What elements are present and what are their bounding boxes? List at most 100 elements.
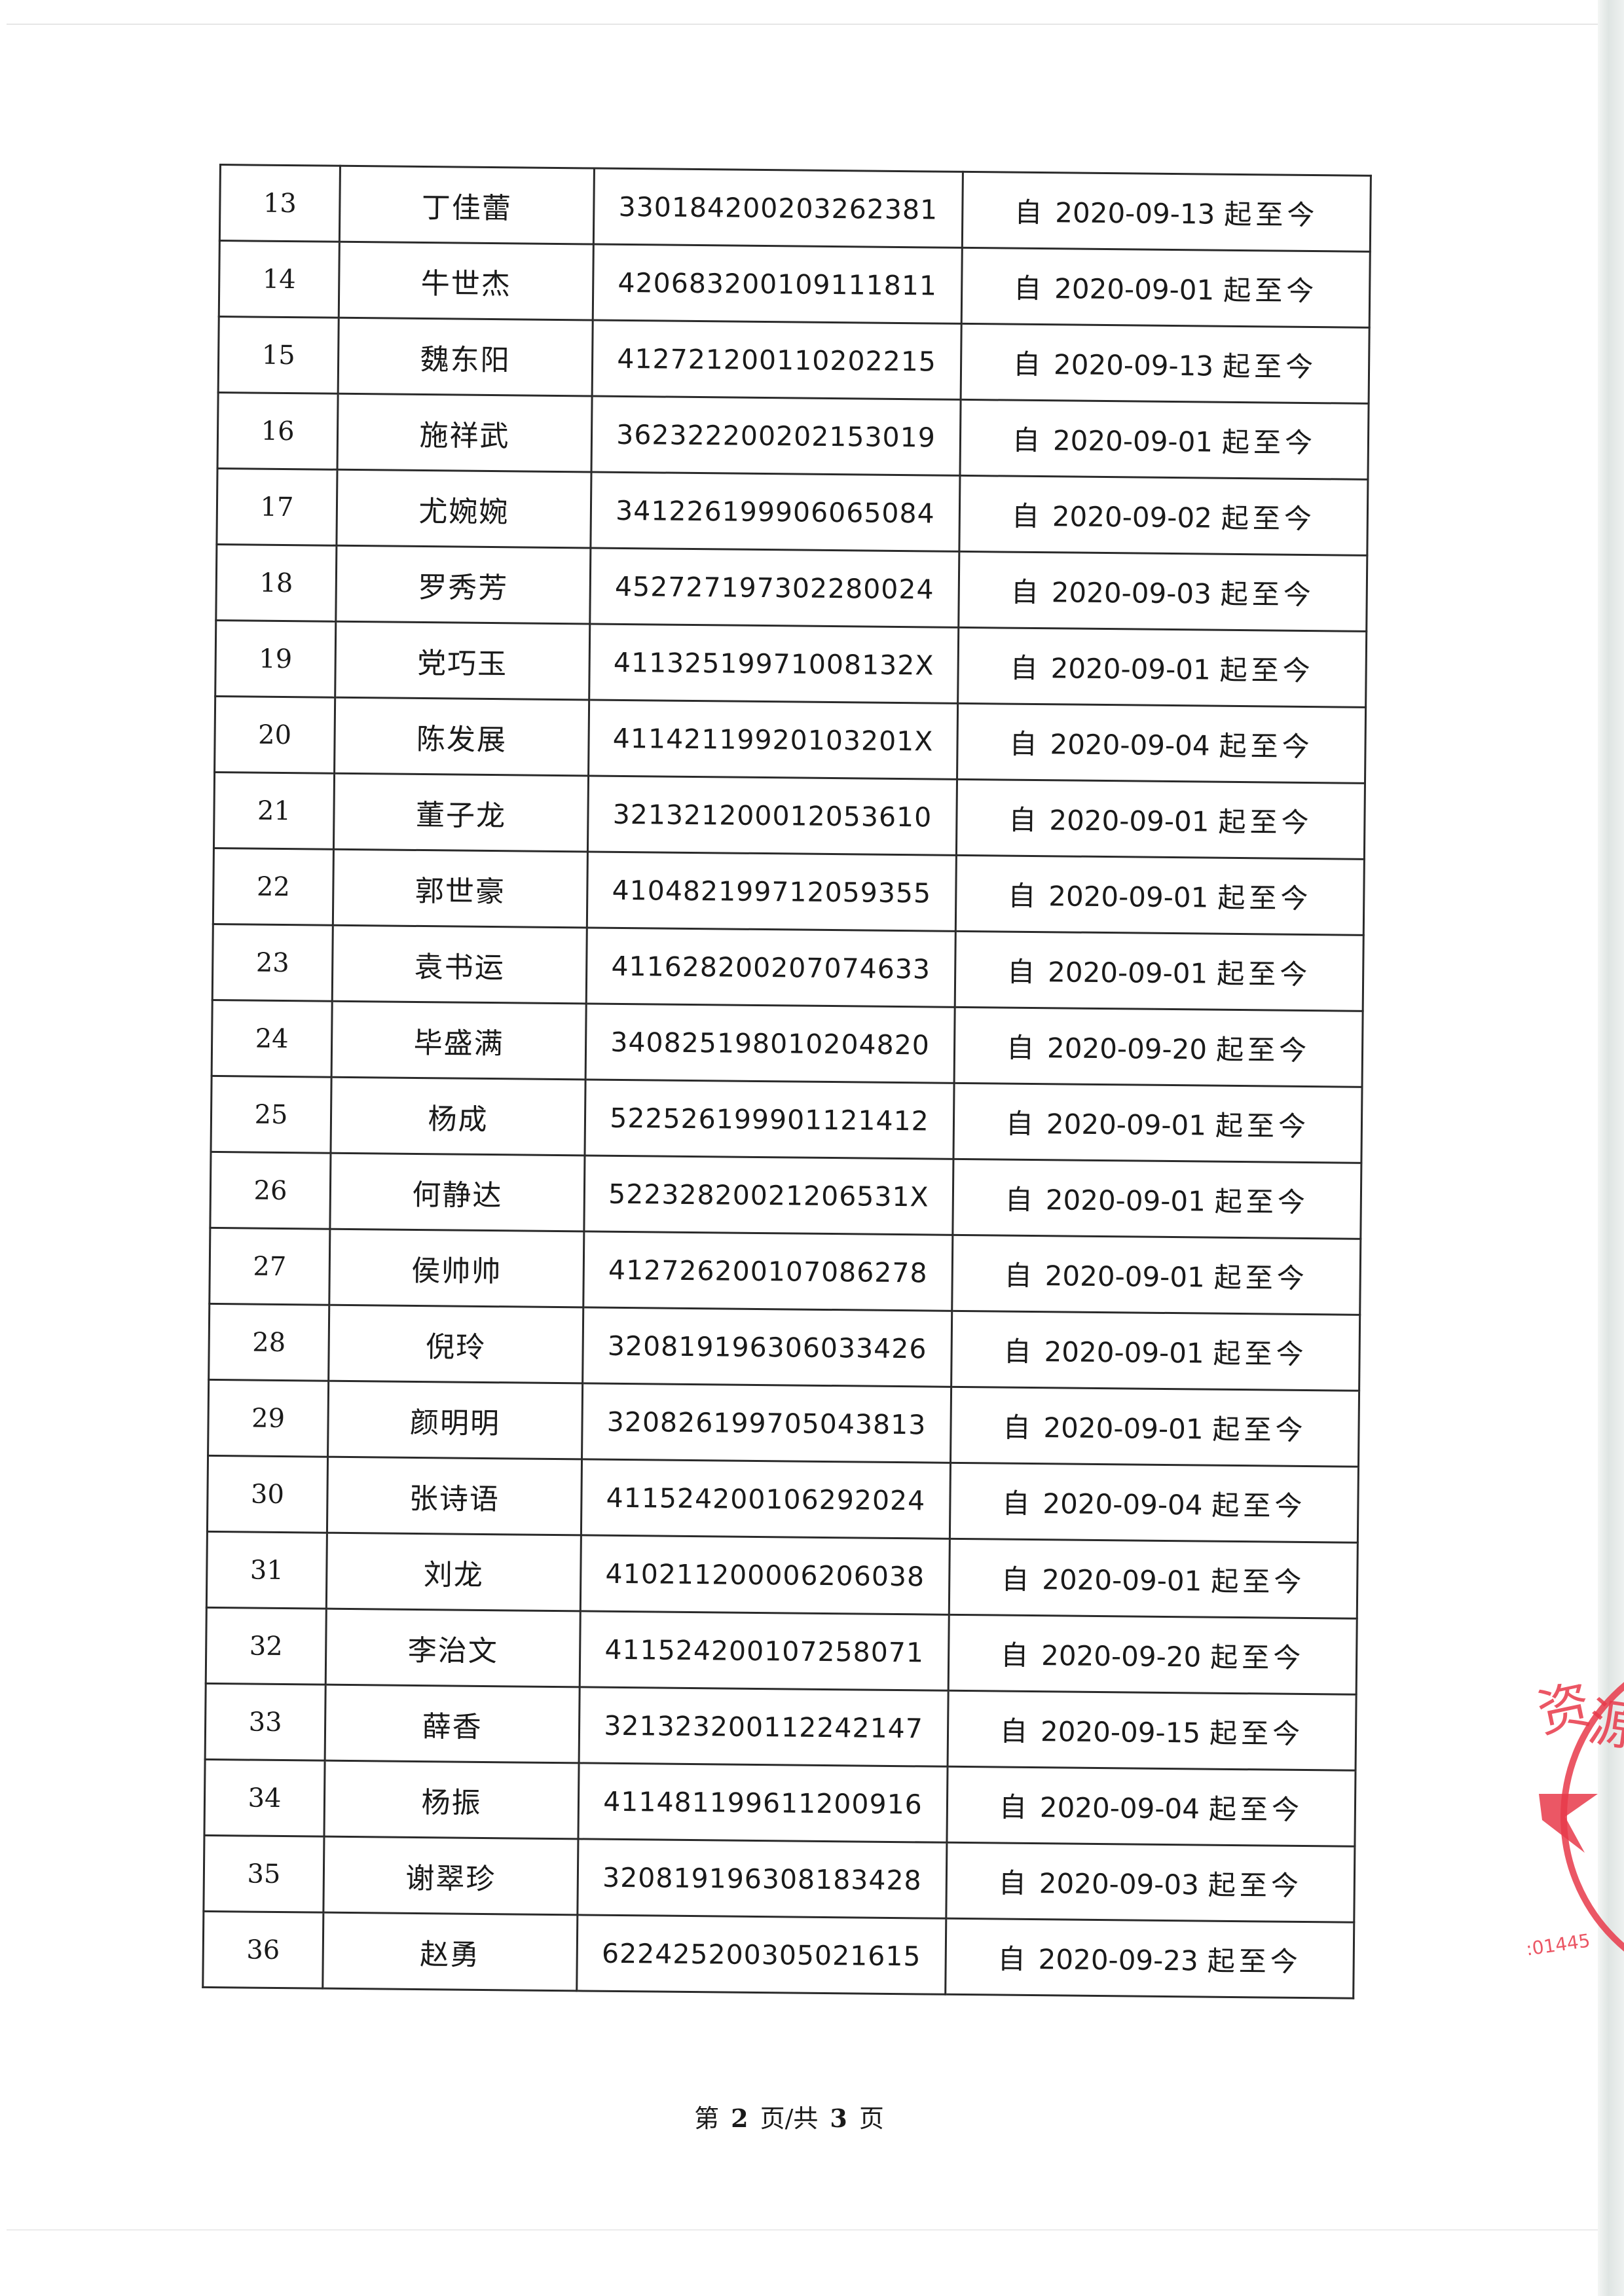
start-date-cell: 自 2020-09-13 起至今 [961, 323, 1370, 404]
seal-icon: 资 源 :01445 [1524, 1674, 1624, 1960]
row-number: 21 [213, 772, 335, 850]
scan-right-edge [1598, 0, 1624, 2296]
date-suffix: 起至今 [1211, 1565, 1306, 1599]
row-number: 31 [206, 1531, 327, 1609]
id-number: 410482199712059355 [587, 851, 957, 932]
start-date: 2020-09-04 [1050, 728, 1210, 762]
svg-text:源: 源 [1585, 1691, 1624, 1758]
row-number: 17 [216, 468, 338, 546]
row-number: 20 [214, 696, 335, 774]
id-number: 320826199705043813 [581, 1383, 951, 1463]
id-number: 320819196308183428 [577, 1838, 947, 1919]
person-name: 李治文 [325, 1609, 581, 1687]
id-number: 410211200006206038 [580, 1535, 950, 1615]
row-number: 13 [219, 164, 341, 242]
start-date-cell: 自 2020-09-04 起至今 [950, 1463, 1359, 1543]
person-name: 丁佳蕾 [339, 166, 595, 244]
start-date-cell: 自 2020-09-03 起至今 [946, 1842, 1355, 1923]
roster-table: 13 丁佳蕾 330184200203262381 自 2020-09-13 起至今 14 牛… [202, 164, 1372, 1999]
id-number: 41142119920103201X [588, 699, 958, 780]
id-number: 411524200106292024 [581, 1459, 951, 1539]
table-row: 34 杨振 411481199611200916 自 2020-09-04 起至今 [204, 1759, 1356, 1847]
date-prefix: 自 [1011, 500, 1044, 533]
date-suffix: 起至今 [1213, 1261, 1309, 1295]
start-date-cell: 自 2020-09-01 起至今 [957, 627, 1367, 708]
date-prefix: 自 [999, 1715, 1032, 1748]
start-date-cell: 自 2020-09-01 起至今 [953, 1083, 1363, 1163]
start-date: 2020-09-01 [1043, 1412, 1204, 1446]
row-number: 25 [211, 1076, 332, 1154]
start-date: 2020-09-13 [1055, 196, 1215, 230]
table-row: 14 牛世杰 420683200109111811 自 2020-09-01 起至今 [219, 240, 1371, 328]
start-date: 2020-09-03 [1051, 576, 1212, 610]
date-prefix: 自 [1009, 727, 1041, 761]
table-row: 28 倪玲 320819196306033426 自 2020-09-01 起至今 [208, 1303, 1360, 1391]
footer-post: 页 [858, 2104, 884, 2133]
date-prefix: 自 [1003, 1411, 1035, 1444]
row-number: 16 [217, 392, 339, 470]
id-number: 411481199611200916 [578, 1762, 948, 1843]
start-date-cell: 自 2020-09-01 起至今 [950, 1387, 1359, 1467]
start-date: 2020-09-01 [1046, 1108, 1207, 1142]
start-date: 2020-09-15 [1040, 1715, 1201, 1749]
person-name: 董子龙 [333, 773, 589, 852]
date-prefix: 自 [1013, 272, 1046, 305]
date-suffix: 起至今 [1207, 1944, 1302, 1978]
row-number: 29 [208, 1379, 329, 1457]
start-date-cell: 自 2020-09-01 起至今 [959, 399, 1369, 480]
date-prefix: 自 [1014, 196, 1046, 229]
date-prefix: 自 [1000, 1639, 1033, 1672]
start-date-cell: 自 2020-09-15 起至今 [948, 1690, 1357, 1771]
person-name: 罗秀芳 [335, 545, 591, 624]
date-suffix: 起至今 [1212, 1413, 1307, 1447]
start-date-cell: 自 2020-09-01 起至今 [955, 855, 1365, 936]
date-suffix: 起至今 [1219, 653, 1314, 687]
person-name: 陈发展 [334, 697, 589, 776]
start-date-cell: 自 2020-09-02 起至今 [959, 475, 1368, 556]
table-row: 23 袁书运 411628200207074633 自 2020-09-01 起至今 [212, 924, 1364, 1011]
id-number: 41132519971008132X [589, 623, 959, 704]
footer-mid: 页/共 [760, 2104, 819, 2133]
start-date: 2020-09-01 [1050, 652, 1211, 686]
id-number: 412721200110202215 [592, 319, 962, 400]
date-suffix: 起至今 [1208, 1868, 1303, 1902]
date-prefix: 自 [1001, 1563, 1033, 1596]
table-row: 20 陈发展 41142119920103201X 自 2020-09-04 起至今 [214, 696, 1366, 784]
row-number: 34 [204, 1759, 325, 1837]
id-number: 420683200109111811 [593, 244, 963, 324]
person-name: 郭世豪 [333, 849, 588, 928]
start-date-cell: 自 2020-09-20 起至今 [954, 1007, 1363, 1087]
date-suffix: 起至今 [1214, 1185, 1310, 1219]
date-prefix: 自 [997, 1942, 1029, 1975]
person-name: 张诗语 [327, 1457, 582, 1535]
date-prefix: 自 [1012, 348, 1045, 381]
start-date-cell: 自 2020-09-01 起至今 [956, 779, 1365, 860]
row-number: 26 [210, 1152, 331, 1230]
id-number: 340825198010204820 [585, 1003, 955, 1084]
date-prefix: 自 [1002, 1487, 1034, 1520]
roster-table-body: 13 丁佳蕾 330184200203262381 自 2020-09-13 起至今 14 牛… [202, 164, 1371, 1999]
row-number: 19 [215, 620, 336, 698]
row-number: 35 [203, 1835, 324, 1913]
date-suffix: 起至今 [1219, 729, 1314, 763]
scan-bottom-edge [7, 2229, 1617, 2231]
date-suffix: 起至今 [1221, 426, 1317, 460]
svg-text:资: 资 [1532, 1674, 1596, 1745]
id-number: 321321200012053610 [587, 775, 957, 856]
table-row: 32 李治文 411524200107258071 自 2020-09-20 起至今 [206, 1607, 1357, 1695]
date-suffix: 起至今 [1224, 198, 1319, 232]
id-number: 411628200207074633 [586, 927, 956, 1008]
date-suffix: 起至今 [1217, 957, 1312, 991]
table-row: 31 刘龙 410211200006206038 自 2020-09-01 起至今 [206, 1531, 1358, 1619]
start-date-cell: 自 2020-09-01 起至今 [961, 247, 1371, 328]
start-date: 2020-09-01 [1054, 272, 1215, 306]
date-suffix: 起至今 [1221, 501, 1316, 536]
date-prefix: 自 [1010, 651, 1042, 685]
person-name: 毕盛满 [331, 1001, 587, 1080]
start-date-cell: 自 2020-09-01 起至今 [951, 1311, 1360, 1391]
person-name: 何静达 [329, 1153, 585, 1231]
date-prefix: 自 [998, 1867, 1031, 1900]
id-number: 362322200202153019 [591, 395, 961, 476]
date-prefix: 自 [1006, 955, 1039, 989]
row-number: 18 [215, 544, 337, 622]
